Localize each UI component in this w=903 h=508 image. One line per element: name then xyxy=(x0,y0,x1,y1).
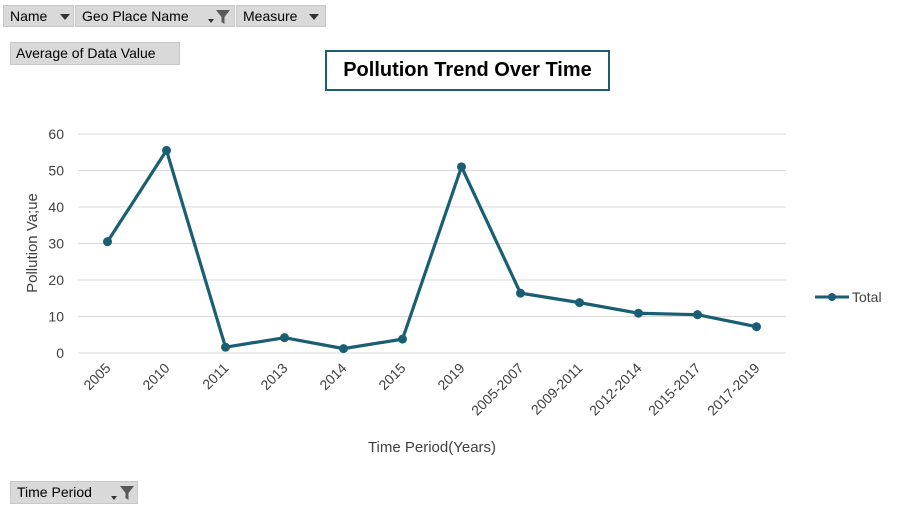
data-point xyxy=(339,344,348,354)
chart-title: Pollution Trend Over Time xyxy=(325,50,610,91)
values-field-button[interactable]: Average of Data Value xyxy=(10,42,180,65)
geo-place-field-button[interactable]: Geo Place Name xyxy=(75,5,235,27)
x-tick-label: 2010 xyxy=(139,360,172,393)
y-tick-label: 40 xyxy=(48,199,64,215)
data-point xyxy=(162,145,171,155)
time-period-field-label: Time Period xyxy=(17,484,92,500)
x-tick-label: 2011 xyxy=(199,360,232,393)
data-point xyxy=(575,298,584,308)
data-point xyxy=(693,310,702,320)
geo-place-field-label: Geo Place Name xyxy=(82,8,189,24)
x-axis-label: Time Period(Years) xyxy=(368,439,496,456)
name-field-label: Name xyxy=(10,8,48,24)
x-tick-label: 2005 xyxy=(80,360,113,393)
series-total xyxy=(103,145,761,354)
x-tick-label: 2014 xyxy=(316,360,349,393)
chevron-down-icon[interactable] xyxy=(60,14,70,20)
series-line xyxy=(106,148,757,351)
data-point xyxy=(221,342,230,352)
chevron-down-icon[interactable] xyxy=(309,14,319,20)
chevron-down-icon[interactable] xyxy=(111,496,117,500)
x-tick-label: 2015 xyxy=(375,360,408,393)
y-tick-label: 0 xyxy=(56,345,64,361)
y-axis-ticks: 0 10 20 30 40 50 60 xyxy=(48,126,64,361)
filter-icon[interactable] xyxy=(215,9,231,25)
measure-field-button[interactable]: Measure xyxy=(236,5,326,27)
x-tick-label: 2017-2019 xyxy=(704,360,763,419)
legend: Total xyxy=(815,289,882,305)
y-tick-label: 60 xyxy=(48,126,64,142)
time-period-field-button[interactable]: Time Period xyxy=(10,481,138,504)
y-tick-label: 50 xyxy=(48,163,64,179)
data-point xyxy=(634,308,643,318)
x-tick-label: 2013 xyxy=(257,360,290,393)
y-tick-label: 20 xyxy=(48,272,64,288)
chevron-down-icon[interactable] xyxy=(208,19,214,23)
data-point xyxy=(280,333,289,343)
legend-marker xyxy=(828,293,836,301)
data-point xyxy=(516,288,525,298)
data-point xyxy=(457,162,466,172)
data-point xyxy=(752,322,761,332)
values-field-label: Average of Data Value xyxy=(16,45,156,61)
y-tick-label: 10 xyxy=(48,309,64,325)
x-tick-label: 2012-2014 xyxy=(586,360,645,419)
data-point xyxy=(398,334,407,344)
measure-field-label: Measure xyxy=(243,8,298,24)
name-field-button[interactable]: Name xyxy=(3,5,74,27)
x-axis-ticks: 2005 2010 2011 2013 2014 2015 2019 2005-2007 200… xyxy=(80,360,762,419)
legend-label: Total xyxy=(852,289,882,305)
x-tick-label: 2019 xyxy=(434,360,467,393)
y-tick-label: 30 xyxy=(48,236,64,252)
data-point xyxy=(103,237,112,247)
x-tick-label: 2005-2007 xyxy=(468,360,527,419)
filter-icon[interactable] xyxy=(119,485,135,501)
y-axis-label: Pollution Va;ue xyxy=(24,193,41,293)
x-tick-label: 2015-2017 xyxy=(645,360,704,419)
gridlines xyxy=(78,133,786,354)
x-tick-label: 2009-2011 xyxy=(528,360,586,418)
